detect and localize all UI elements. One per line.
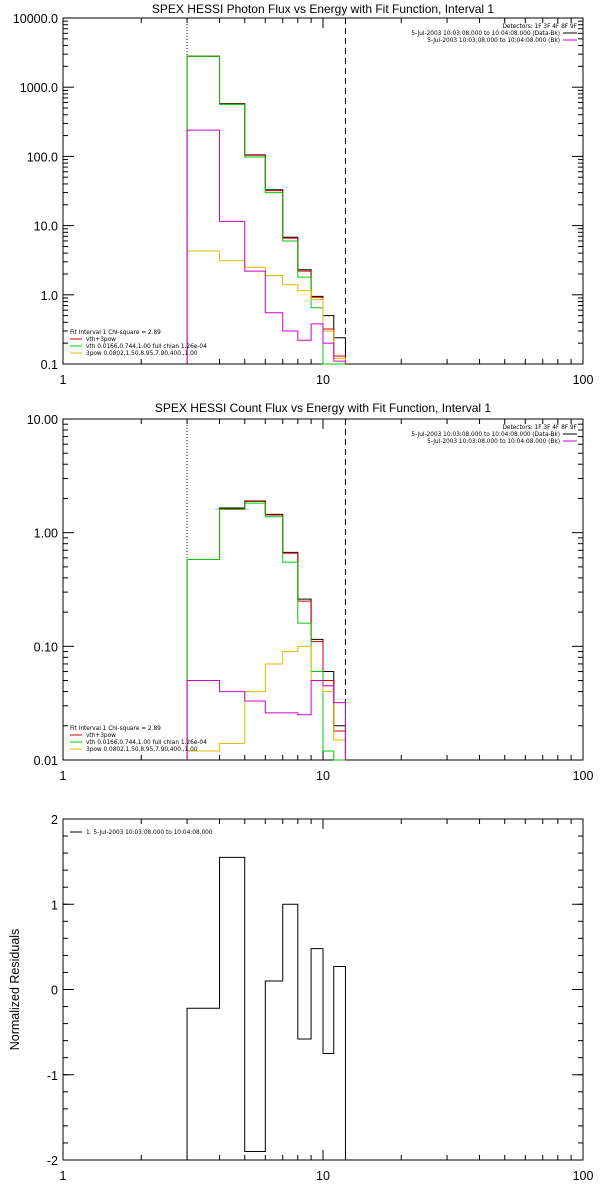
- y-tick-label: 1.0: [41, 289, 58, 303]
- series-0-histogram: [186, 856, 346, 1160]
- y-tick-label: 0.10: [34, 640, 58, 654]
- y-tick-label: 0.01: [34, 754, 58, 768]
- y-tick-label: 1000.0: [20, 81, 58, 95]
- y-tick-label: -2: [47, 1154, 58, 1168]
- x-tick-label: 100: [573, 373, 594, 387]
- x-tick-label: 10: [316, 373, 330, 387]
- y-tick-label: 10.00: [27, 413, 58, 427]
- count-flux-panel: SPEX HESSI Count Flux vs Energy with Fit…: [27, 401, 594, 783]
- x-tick-label: 1: [60, 373, 67, 387]
- x-tick-label: 1: [60, 1169, 67, 1183]
- x-tick-label: 10: [316, 769, 330, 783]
- legend-entry: vth 0.0166,0.744,1.00 full chian 1.26e-0…: [86, 740, 207, 746]
- legend-entry: 3pow 0.0802,1.50,8.95,7.90,400.,1.00: [86, 351, 198, 357]
- residuals-panel: 1 10 100 -2 -1 0 1 2 Normalized Residuals 1. 5-Ju…: [8, 813, 593, 1183]
- y-axis-label: Normalized Residuals: [8, 929, 22, 1051]
- legend-entry: Detectors: 1F 3F 4F 8F 9F: [502, 425, 577, 431]
- legend-entry: 3pow 0.0802,1.50,8.95,7.90,400.,1.00: [86, 747, 198, 753]
- series-0-histogram: [186, 55, 346, 364]
- legend-entry: 5-Jul-2003 10:03:08.000 to 10:04:08.000 …: [427, 38, 560, 44]
- legend-entry: 5-Jul-2003 10:03:08.000 to 10:04:08.000 …: [411, 31, 560, 37]
- series-3-histogram: [186, 250, 346, 364]
- series-1-histogram: [186, 501, 346, 760]
- x-tick-label: 100: [573, 1169, 594, 1183]
- x-tick-label: 100: [573, 769, 594, 783]
- y-tick-label: 10000.0: [13, 12, 58, 26]
- chart-title: SPEX HESSI Count Flux vs Energy with Fit…: [155, 401, 491, 415]
- y-tick-label: 10.0: [34, 220, 58, 234]
- legend-entry: 5-Jul-2003 10:03:08.000 to 10:04:08.000 …: [427, 439, 560, 445]
- legend-entry: Fit Interval 1 Chi-square = 2.89: [70, 330, 161, 336]
- y-tick-label: 0: [51, 984, 58, 998]
- y-tick-label: 100.0: [27, 150, 58, 164]
- photon-flux-panel: SPEX HESSI Photon Flux vs Energy with Fi…: [13, 2, 594, 387]
- series-4-histogram: [186, 680, 346, 760]
- legend-entry: vth+3pow: [86, 733, 116, 739]
- legend-entry: vth 0.0166,0.744,1.00 full chian 1.26e-0…: [86, 344, 207, 350]
- series-1-histogram: [186, 55, 346, 364]
- legend-entry: 1. 5-Jul-2003 10:03:08.000 to 10:04:08.0…: [86, 830, 213, 836]
- legend-entry: Detectors: 1F 3F 4F 8F 9F: [502, 24, 577, 30]
- y-tick-label: -1: [47, 1069, 58, 1083]
- series-0-histogram: [186, 500, 346, 760]
- legend-entry: Fit Interval 1 Chi-square = 2.89: [70, 726, 161, 732]
- y-tick-label: 1: [51, 898, 58, 912]
- legend-entry: vth+3pow: [86, 337, 116, 343]
- series-2-histogram: [186, 502, 346, 761]
- series-3-histogram: [186, 645, 346, 760]
- legend-entry: 5-Jul-2003 10:03:08.000 to 10:04:08.000 …: [411, 432, 560, 438]
- series-4-histogram: [186, 129, 346, 364]
- y-tick-label: 2: [51, 813, 58, 827]
- chart-title: SPEX HESSI Photon Flux vs Energy with Fi…: [152, 2, 494, 16]
- series-2-histogram: [186, 55, 346, 365]
- y-tick-label: 0.1: [41, 358, 58, 372]
- x-tick-label: 1: [60, 769, 67, 783]
- y-tick-label: 1.00: [34, 527, 58, 541]
- x-tick-label: 10: [316, 1169, 330, 1183]
